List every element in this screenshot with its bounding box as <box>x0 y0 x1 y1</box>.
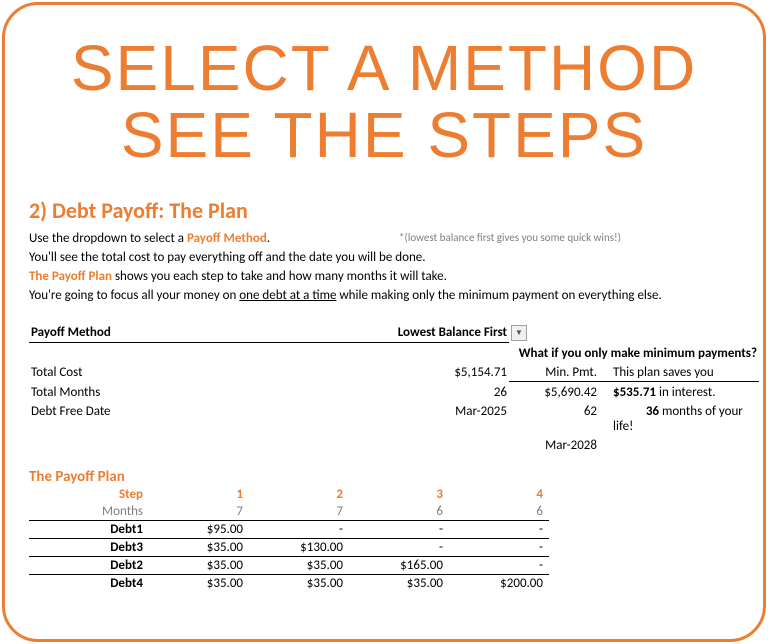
payoff-plan-term: The Payoff Plan <box>29 269 112 284</box>
frame: SELECT A METHOD SEE THE STEPS 2) Debt Pa… <box>2 2 766 642</box>
t: while making only the minimum payment on… <box>336 288 661 303</box>
minpmt-label: Min. Pmt. <box>509 364 599 382</box>
cost-label: Total Cost <box>29 364 229 382</box>
plan-table: Step 1 2 3 4 Months 7 7 6 6 <box>29 486 739 520</box>
t: . <box>267 231 270 246</box>
months-plan: 26 <box>379 384 509 401</box>
months-min: 62 <box>509 403 599 435</box>
debt-cell: $95.00 <box>149 520 249 538</box>
months-label: Total Months <box>29 384 229 401</box>
debt-rows: Debt1$95.00---Debt3$35.00$130.00--Debt2$… <box>29 520 739 592</box>
debt-cell: $35.00 <box>249 556 349 574</box>
debt-name: Debt2 <box>29 556 149 574</box>
cost-min: $5,690.42 <box>509 384 599 401</box>
desc-line2: You'll see the total cost to pay everyth… <box>29 249 739 268</box>
debt-cell: - <box>449 538 549 556</box>
section-title: 2) Debt Payoff: The Plan <box>29 197 739 224</box>
emphasis-underline: one debt at a time <box>239 288 336 303</box>
hero-line1: SELECT A METHOD <box>29 35 739 102</box>
date-label: Debt Free Date <box>29 403 229 435</box>
debt-cell: - <box>449 520 549 538</box>
save-interest: $535.71 in interest. <box>599 384 759 401</box>
debt-name: Debt4 <box>29 574 149 592</box>
t: Use the dropdown to select a <box>29 231 187 246</box>
plan-title: The Payoff Plan <box>29 468 739 486</box>
table-row: Debt4$35.00$35.00$35.00$200.00 <box>29 574 739 592</box>
desc-line4: You're going to focus all your money on … <box>29 287 739 306</box>
debt-cell: $35.00 <box>149 574 249 592</box>
step-label: Step <box>29 486 149 503</box>
step-3: 3 <box>349 486 449 503</box>
alt-header: What if you only make minimum payments? <box>509 345 759 362</box>
debt-cell: $130.00 <box>249 538 349 556</box>
save-months-val: 36 <box>613 404 659 419</box>
debt-cell: $35.00 <box>149 538 249 556</box>
hero-title: SELECT A METHOD SEE THE STEPS <box>29 35 739 169</box>
debt-name: Debt1 <box>29 520 149 538</box>
desc-line1: Use the dropdown to select a Payoff Meth… <box>29 230 739 249</box>
payoff-method-term: Payoff Method <box>187 231 267 246</box>
t: You're going to focus all your money on <box>29 288 239 303</box>
step-1: 1 <box>149 486 249 503</box>
summary-grid: Payoff Method Lowest Balance First ▼ Wha… <box>29 324 739 454</box>
save-months: 36 months of your life! <box>599 403 759 435</box>
t: in interest. <box>656 385 715 400</box>
desc-line3: The Payoff Plan shows you each step to t… <box>29 268 739 287</box>
debt-cell: $35.00 <box>249 574 349 592</box>
debt-cell: $165.00 <box>349 556 449 574</box>
hero-line2: SEE THE STEPS <box>29 102 739 169</box>
debt-name: Debt3 <box>29 538 149 556</box>
method-value: Lowest Balance First <box>398 325 507 340</box>
save-interest-val: $535.71 <box>613 385 656 400</box>
step-2: 2 <box>249 486 349 503</box>
m2: 7 <box>249 503 349 520</box>
t: shows you each step to take and how many… <box>112 269 447 284</box>
debt-cell: $35.00 <box>149 556 249 574</box>
table-row: Debt1$95.00--- <box>29 520 739 538</box>
months-row-label: Months <box>29 503 149 520</box>
method-dropdown[interactable]: Lowest Balance First ▼ <box>379 324 509 343</box>
tip-text: *(lowest balance first gives you some qu… <box>399 230 621 246</box>
m4: 6 <box>449 503 549 520</box>
debt-cell: $200.00 <box>449 574 549 592</box>
m1: 7 <box>149 503 249 520</box>
description: Use the dropdown to select a Payoff Meth… <box>29 230 739 305</box>
debt-cell: - <box>449 556 549 574</box>
debt-cell: - <box>249 520 349 538</box>
cost-plan: $5,154.71 <box>379 364 509 382</box>
saves-you-label: This plan saves you <box>599 364 759 382</box>
debt-cell: $35.00 <box>349 574 449 592</box>
chevron-down-icon[interactable]: ▼ <box>511 325 527 341</box>
step-4: 4 <box>449 486 549 503</box>
table-row: Debt3$35.00$130.00-- <box>29 538 739 556</box>
date-plan: Mar-2025 <box>379 403 509 435</box>
date-min: Mar-2028 <box>509 437 599 454</box>
debt-cell: - <box>349 538 449 556</box>
method-label: Payoff Method <box>29 324 229 343</box>
m3: 6 <box>349 503 449 520</box>
debt-cell: - <box>349 520 449 538</box>
table-row: Debt2$35.00$35.00$165.00- <box>29 556 739 574</box>
